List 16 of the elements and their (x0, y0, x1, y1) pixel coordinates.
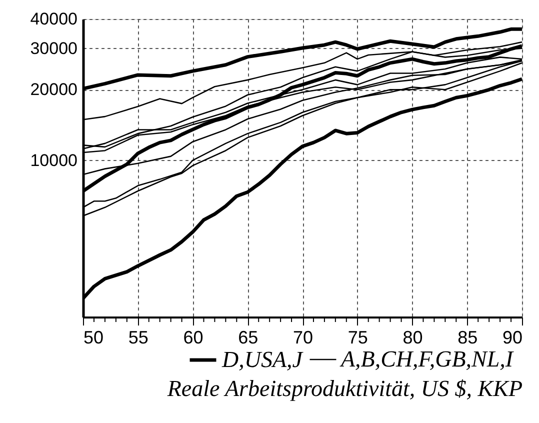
x-tick-label: 55 (128, 328, 148, 348)
y-tick-label: 30000 (30, 38, 78, 58)
x-tick-label: 65 (238, 328, 258, 348)
y-tick-label: 10000 (30, 150, 78, 170)
legend-label: D,USA,J (221, 347, 304, 372)
x-tick-label: 75 (348, 328, 368, 348)
y-tick-label: 20000 (30, 80, 78, 100)
x-tick-label: 50 (84, 328, 104, 348)
x-tick-label: 90 (502, 328, 522, 348)
x-tick-label: 70 (292, 328, 314, 348)
x-tick-label: 60 (183, 328, 204, 348)
x-tick-label: 85 (458, 328, 478, 348)
legend-label: A,B,CH,F,GB,NL,I (339, 346, 514, 372)
y-tick-label: 40000 (30, 10, 78, 28)
text: Reale Arbeitsproduktivität, US $, KKP (166, 376, 522, 401)
x-tick-label: 80 (402, 328, 423, 348)
